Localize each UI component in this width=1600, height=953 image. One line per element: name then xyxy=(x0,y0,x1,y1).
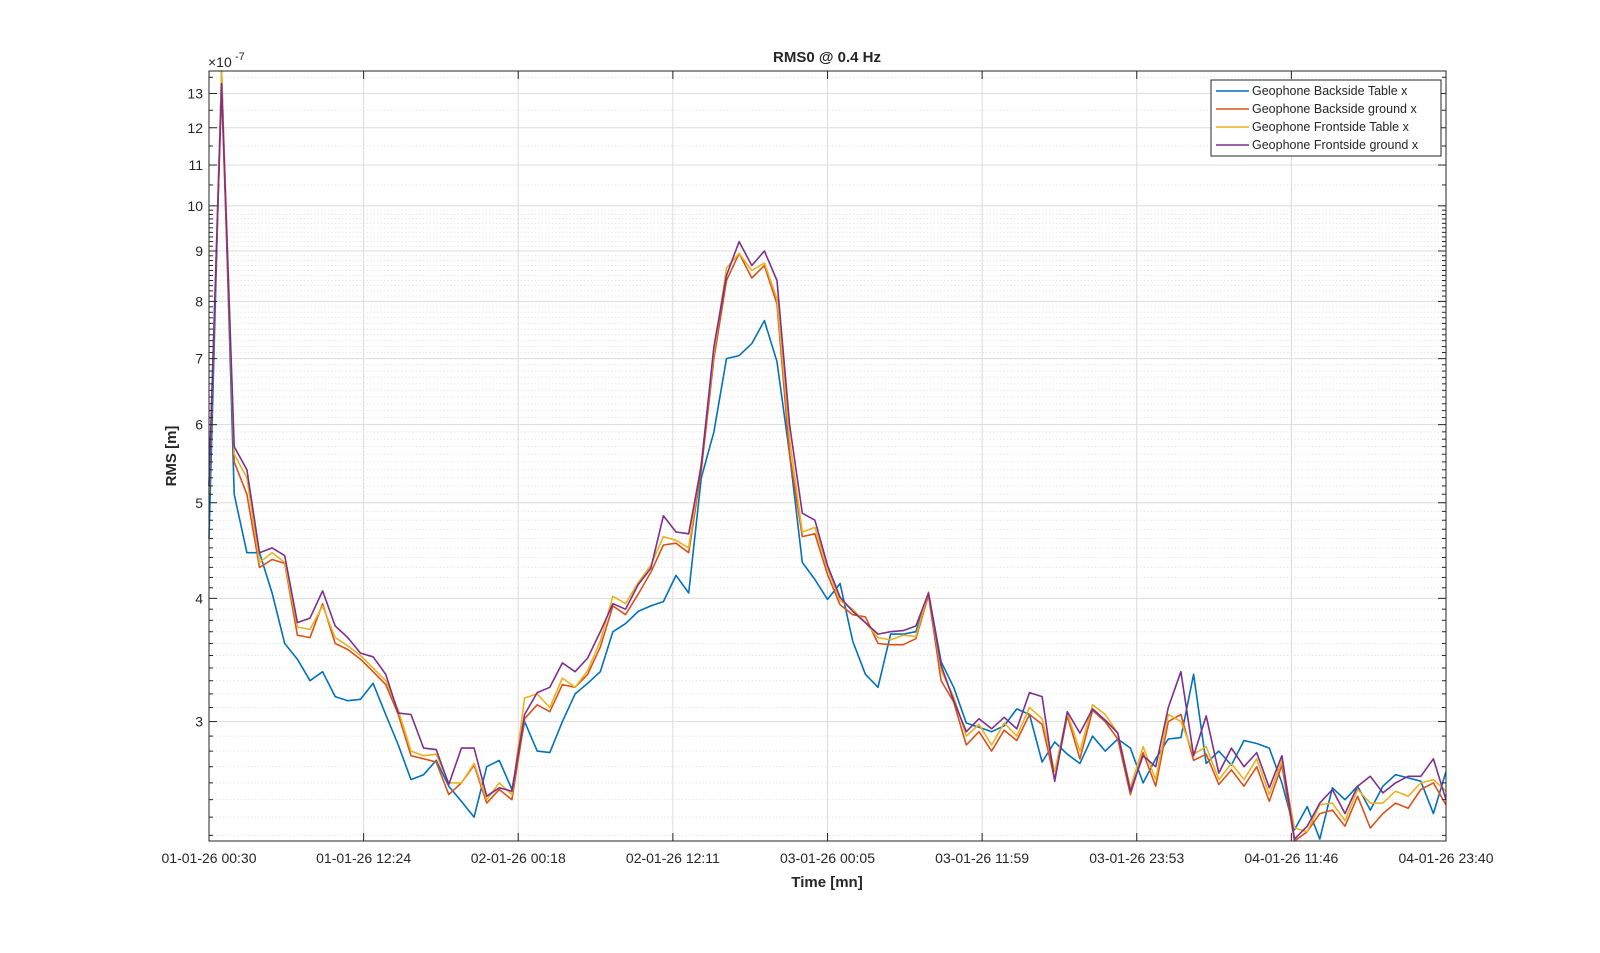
series-layer xyxy=(208,70,1447,842)
y-tick-label: 7 xyxy=(195,351,203,367)
y-tick-labels: 3 4 5 6 7 8 9 10 11 12 13 xyxy=(187,85,203,729)
x-tick-labels: 01-01-26 00:30 01-01-26 12:24 02-01-26 00:… xyxy=(162,850,1494,866)
legend-entry: Geophone Frontside ground x xyxy=(1216,138,1419,152)
y-tick-label: 13 xyxy=(187,85,203,101)
x-tick-label: 03-01-26 00:05 xyxy=(780,850,875,866)
x-tick-label: 01-01-26 00:30 xyxy=(162,850,257,866)
x-tick-label: 04-01-26 11:46 xyxy=(1244,850,1338,866)
svg-text:-7: -7 xyxy=(235,51,245,63)
legend-entry: Geophone Backside ground x xyxy=(1216,102,1417,116)
x-axis-label: Time [mn] xyxy=(791,874,862,891)
y-axis-label: RMS [m] xyxy=(163,426,180,487)
series-line xyxy=(208,70,1447,840)
y-tick-label: 5 xyxy=(195,495,203,511)
y-tick-label: 6 xyxy=(195,417,203,433)
legend-label: Geophone Backside ground x xyxy=(1252,102,1417,116)
y-tick-label: 10 xyxy=(187,198,203,214)
y-exponent-label: ×10 -7 xyxy=(208,51,245,70)
series-line xyxy=(208,89,1447,842)
x-tick-label: 02-01-26 12:11 xyxy=(626,850,720,866)
legend-entry: Geophone Backside Table x xyxy=(1216,84,1408,98)
x-tick-label: 03-01-26 23:53 xyxy=(1089,850,1184,866)
y-tick-label: 12 xyxy=(187,120,203,136)
y-tick-label: 8 xyxy=(195,293,203,309)
x-tick-label: 04-01-26 23:40 xyxy=(1399,850,1494,866)
chart-title: RMS0 @ 0.4 Hz xyxy=(773,49,881,66)
legend-box xyxy=(1210,79,1442,157)
legend: Geophone Backside Table x Geophone Backs… xyxy=(1210,79,1442,157)
svg-text:×10: ×10 xyxy=(208,54,232,70)
y-tick-label: 9 xyxy=(195,243,203,259)
legend-label: Geophone Frontside ground x xyxy=(1252,138,1419,152)
x-tick-label: 02-01-26 00:18 xyxy=(471,850,566,866)
series-line xyxy=(208,82,1447,840)
y-tick-label: 3 xyxy=(195,714,203,730)
x-tick-label: 03-01-26 11:59 xyxy=(935,850,1029,866)
legend-label: Geophone Backside Table x xyxy=(1252,84,1408,98)
legend-label: Geophone Frontside Table x xyxy=(1252,120,1410,134)
series-line xyxy=(208,70,1447,833)
y-tick-label: 11 xyxy=(188,157,203,173)
x-tick-label: 01-01-26 12:24 xyxy=(316,850,411,866)
legend-entry: Geophone Frontside Table x xyxy=(1216,120,1410,134)
y-tick-label: 4 xyxy=(195,590,203,606)
